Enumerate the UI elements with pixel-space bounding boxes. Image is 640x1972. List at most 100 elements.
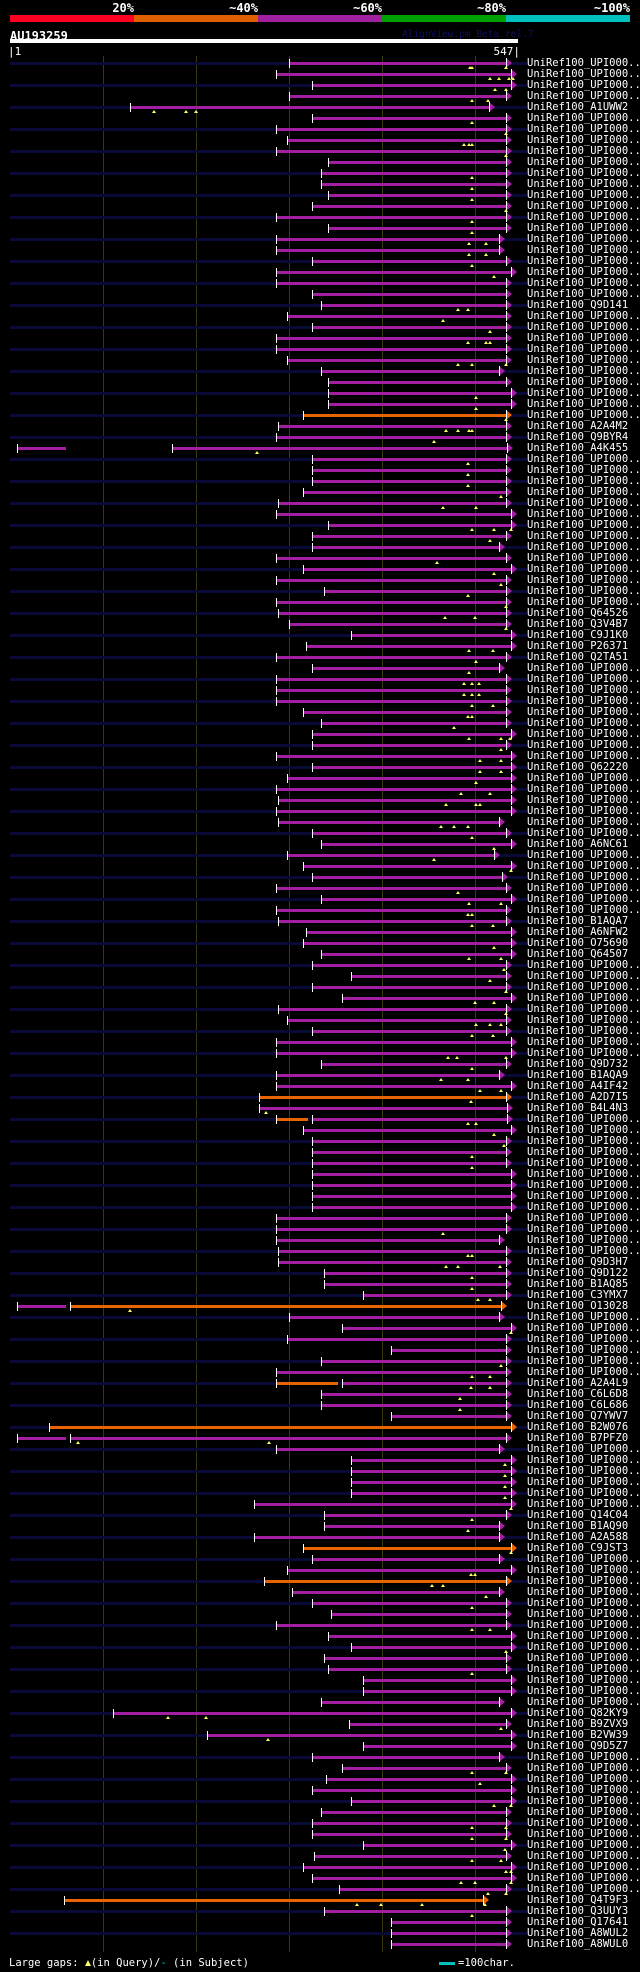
alignment-row[interactable]: UniRef100_UPI000.. bbox=[0, 673, 640, 685]
subject-label[interactable]: UniRef100_UPI000.. bbox=[527, 354, 640, 366]
hsp-segment[interactable] bbox=[303, 942, 513, 945]
hsp-segment[interactable] bbox=[303, 568, 513, 571]
alignment-row[interactable]: UniRef100_UPI000.. bbox=[0, 1597, 640, 1609]
hsp-segment[interactable] bbox=[312, 84, 513, 87]
hsp-segment[interactable] bbox=[312, 964, 507, 967]
alignment-row[interactable]: UniRef100_UPI000.. bbox=[0, 1784, 640, 1796]
subject-label[interactable]: UniRef100_C3YMX7 bbox=[527, 1289, 629, 1301]
subject-label[interactable]: UniRef100_UPI000.. bbox=[527, 1025, 640, 1037]
subject-label[interactable]: UniRef100_UPI000.. bbox=[527, 1366, 640, 1378]
hsp-segment[interactable] bbox=[276, 887, 507, 890]
alignment-row[interactable]: UniRef100_UPI000.. bbox=[0, 310, 640, 322]
alignment-row[interactable]: UniRef100_UPI000.. bbox=[0, 1652, 640, 1664]
subject-label[interactable]: UniRef100_UPI000.. bbox=[527, 123, 640, 135]
subject-label[interactable]: UniRef100_UPI000.. bbox=[527, 1179, 640, 1191]
alignment-row[interactable]: UniRef100_Q64526 bbox=[0, 607, 640, 619]
hsp-segment[interactable] bbox=[320, 1393, 507, 1396]
hsp-segment[interactable] bbox=[69, 1305, 502, 1308]
alignment-row[interactable]: UniRef100_B1AQA9 bbox=[0, 1069, 640, 1081]
alignment-row[interactable]: UniRef100_UPI000.. bbox=[0, 156, 640, 168]
subject-label[interactable]: UniRef100_UPI000.. bbox=[527, 508, 640, 520]
hsp-segment[interactable] bbox=[276, 1239, 501, 1242]
alignment-row[interactable]: UniRef100_UPI000.. bbox=[0, 552, 640, 564]
subject-label[interactable]: UniRef100_UPI000.. bbox=[527, 816, 640, 828]
hsp-segment[interactable] bbox=[312, 1558, 501, 1561]
hsp-segment[interactable] bbox=[276, 1041, 513, 1044]
hsp-segment[interactable] bbox=[276, 1448, 501, 1451]
subject-label[interactable]: UniRef100_UPI000.. bbox=[527, 497, 640, 509]
hsp-segment[interactable] bbox=[312, 1877, 513, 1880]
alignment-row[interactable]: UniRef100_UPI000.. bbox=[0, 244, 640, 256]
hsp-segment[interactable] bbox=[16, 1305, 66, 1308]
subject-label[interactable]: UniRef100_UPI000.. bbox=[527, 1234, 640, 1246]
hsp-segment[interactable] bbox=[276, 348, 507, 351]
hsp-segment[interactable] bbox=[323, 1283, 507, 1286]
hsp-segment[interactable] bbox=[287, 139, 507, 142]
alignment-row[interactable]: UniRef100_UPI000.. bbox=[0, 409, 640, 421]
alignment-row[interactable]: UniRef100_UPI000.. bbox=[0, 1344, 640, 1356]
subject-label[interactable]: UniRef100_UPI000.. bbox=[527, 1311, 640, 1323]
alignment-row[interactable]: UniRef100_UPI000.. bbox=[0, 1608, 640, 1620]
subject-label[interactable]: UniRef100_UPI000.. bbox=[527, 1355, 640, 1367]
alignment-row[interactable]: UniRef100_C6L6D8 bbox=[0, 1388, 640, 1400]
alignment-row[interactable]: UniRef100_UPI000.. bbox=[0, 585, 640, 597]
alignment-row[interactable]: UniRef100_B7PFZ0 bbox=[0, 1432, 640, 1444]
hsp-segment[interactable] bbox=[390, 1943, 507, 1946]
subject-label[interactable]: UniRef100_UPI000.. bbox=[527, 332, 640, 344]
hsp-segment[interactable] bbox=[320, 722, 507, 725]
alignment-row[interactable]: UniRef100_UPI000.. bbox=[0, 596, 640, 608]
alignment-row[interactable]: UniRef100_UPI000.. bbox=[0, 992, 640, 1004]
hsp-segment[interactable] bbox=[303, 414, 507, 417]
subject-label[interactable]: UniRef100_UPI000.. bbox=[527, 662, 640, 674]
alignment-row[interactable]: UniRef100_UPI000.. bbox=[0, 794, 640, 806]
subject-label[interactable]: UniRef100_UPI000.. bbox=[527, 1344, 640, 1356]
alignment-row[interactable]: UniRef100_Q9D732 bbox=[0, 1058, 640, 1070]
hsp-segment[interactable] bbox=[320, 843, 513, 846]
hsp-segment[interactable] bbox=[276, 1371, 507, 1374]
alignment-row[interactable]: UniRef100_Q9D3H7 bbox=[0, 1256, 640, 1268]
hsp-segment[interactable] bbox=[276, 700, 507, 703]
hsp-segment[interactable] bbox=[207, 1734, 513, 1737]
alignment-row[interactable]: UniRef100_UPI000.. bbox=[0, 365, 640, 377]
alignment-row[interactable]: UniRef100_UPI000.. bbox=[0, 1157, 640, 1169]
alignment-row[interactable]: UniRef100_UPI000.. bbox=[0, 695, 640, 707]
hsp-segment[interactable] bbox=[342, 1382, 507, 1385]
subject-label[interactable]: UniRef100_UPI000.. bbox=[527, 233, 640, 245]
alignment-row[interactable]: UniRef100_UPI000.. bbox=[0, 1146, 640, 1158]
hsp-segment[interactable] bbox=[276, 1382, 339, 1385]
hsp-segment[interactable] bbox=[362, 1844, 513, 1847]
hsp-segment[interactable] bbox=[351, 634, 513, 637]
subject-label[interactable]: UniRef100_UPI000.. bbox=[527, 750, 640, 762]
hsp-segment[interactable] bbox=[276, 216, 507, 219]
subject-label[interactable]: UniRef100_UPI000.. bbox=[527, 563, 640, 575]
hsp-segment[interactable] bbox=[312, 1162, 507, 1165]
hsp-segment[interactable] bbox=[328, 392, 513, 395]
hsp-segment[interactable] bbox=[312, 480, 507, 483]
subject-label[interactable]: UniRef100_Q9D5Z7 bbox=[527, 1740, 629, 1752]
subject-label[interactable]: UniRef100_UPI000.. bbox=[527, 1663, 640, 1675]
subject-label[interactable]: UniRef100_UPI000.. bbox=[527, 794, 640, 806]
subject-label[interactable]: UniRef100_UPI000.. bbox=[527, 1333, 640, 1345]
alignment-row[interactable]: UniRef100_Q64507 bbox=[0, 948, 640, 960]
subject-label[interactable]: UniRef100_UPI000.. bbox=[527, 552, 640, 564]
subject-label[interactable]: UniRef100_UPI000.. bbox=[527, 805, 640, 817]
subject-label[interactable]: UniRef100_UPI000.. bbox=[527, 167, 640, 179]
subject-label[interactable]: UniRef100_UPI000.. bbox=[527, 1454, 640, 1466]
hsp-segment[interactable] bbox=[276, 1118, 309, 1121]
hsp-segment[interactable] bbox=[328, 1635, 513, 1638]
alignment-row[interactable]: UniRef100_UPI000.. bbox=[0, 959, 640, 971]
subject-label[interactable]: UniRef100_A8WUL2 bbox=[527, 1927, 629, 1939]
alignment-row[interactable]: UniRef100_UPI000.. bbox=[0, 717, 640, 729]
subject-label[interactable]: UniRef100_Q64507 bbox=[527, 948, 629, 960]
subject-label[interactable]: UniRef100_UPI000.. bbox=[527, 1487, 640, 1499]
alignment-row[interactable]: UniRef100_UPI000.. bbox=[0, 1355, 640, 1367]
subject-label[interactable]: UniRef100_UPI000.. bbox=[527, 189, 640, 201]
hsp-segment[interactable] bbox=[276, 1217, 507, 1220]
hsp-segment[interactable] bbox=[276, 128, 507, 131]
hsp-segment[interactable] bbox=[276, 557, 507, 560]
subject-label[interactable]: UniRef100_A2D7I5 bbox=[527, 1091, 629, 1103]
subject-label[interactable]: UniRef100_UPI000.. bbox=[527, 1014, 640, 1026]
subject-label[interactable]: UniRef100_UPI000.. bbox=[527, 376, 640, 388]
alignment-row[interactable]: UniRef100_UPI000.. bbox=[0, 530, 640, 542]
subject-label[interactable]: UniRef100_UPI000.. bbox=[527, 1036, 640, 1048]
